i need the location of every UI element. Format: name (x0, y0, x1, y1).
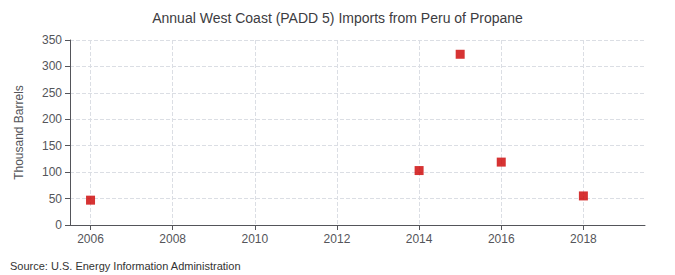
svg-text:Annual West Coast (PADD 5) Imp: Annual West Coast (PADD 5) Imports from … (152, 10, 523, 26)
svg-text:100: 100 (42, 165, 62, 179)
svg-text:0: 0 (55, 218, 62, 232)
svg-text:2012: 2012 (324, 232, 351, 246)
svg-text:200: 200 (42, 112, 62, 126)
svg-text:50: 50 (49, 192, 63, 206)
svg-text:2018: 2018 (570, 232, 597, 246)
svg-text:Thousand Barrels: Thousand Barrels (12, 85, 26, 180)
svg-text:2008: 2008 (159, 232, 186, 246)
svg-text:2010: 2010 (241, 232, 268, 246)
svg-text:150: 150 (42, 139, 62, 153)
svg-text:350: 350 (42, 33, 62, 47)
svg-text:Source: U.S. Energy Informatio: Source: U.S. Energy Information Administ… (10, 260, 241, 272)
svg-text:2006: 2006 (77, 232, 104, 246)
svg-text:300: 300 (42, 59, 62, 73)
svg-text:2016: 2016 (488, 232, 515, 246)
svg-text:2014: 2014 (406, 232, 433, 246)
svg-text:250: 250 (42, 86, 62, 100)
